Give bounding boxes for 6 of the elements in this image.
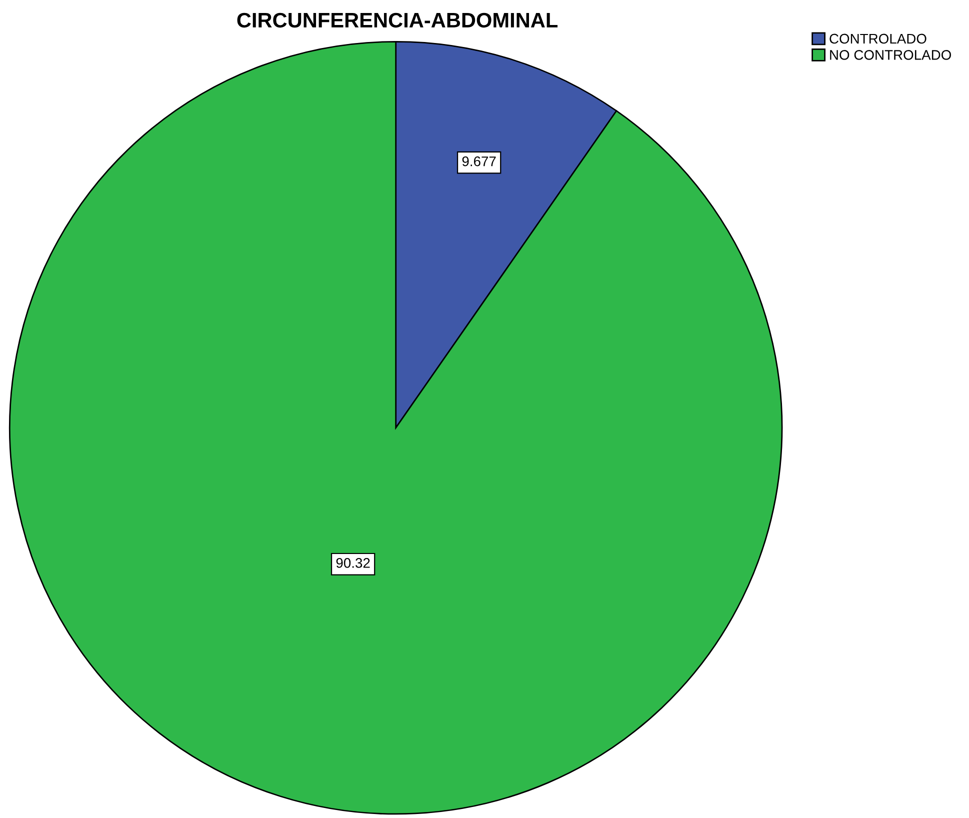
data-label: 90.32 <box>336 558 370 568</box>
chart-title: CIRCUNFERENCIA-ABDOMINAL <box>237 12 558 28</box>
pie-slice <box>8 40 783 815</box>
legend-label: CONTROLADO <box>830 34 926 44</box>
legend-label: NO CONTROLADO <box>830 50 951 60</box>
data-label: 9.677 <box>462 156 496 166</box>
